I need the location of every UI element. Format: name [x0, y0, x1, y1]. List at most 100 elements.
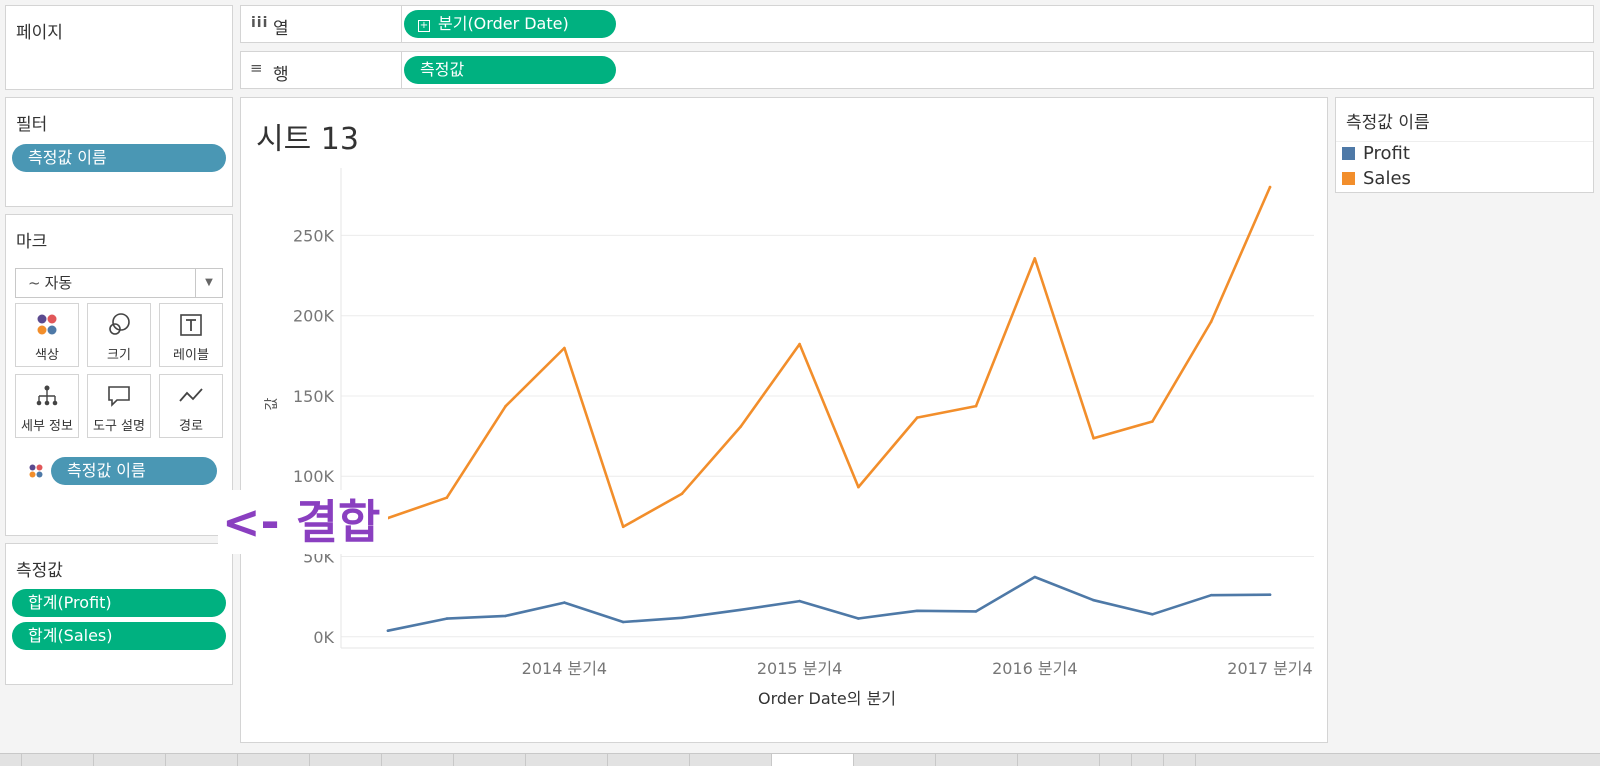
data-point-sales: [1092, 437, 1095, 440]
tooltip-label: 도구 설명: [93, 419, 145, 434]
sheet-tab[interactable]: [310, 754, 382, 766]
label-label: 레이블: [173, 348, 209, 363]
columns-icon: iii: [251, 15, 269, 31]
series-line-sales: [386, 185, 1272, 529]
mark-type-label: 자동: [44, 274, 73, 292]
y-tick-label: 150K: [293, 387, 335, 406]
path-button[interactable]: 경로: [159, 374, 223, 438]
measure-values-title: 측정값: [16, 561, 63, 581]
x-axis-label: Order Date의 분기: [758, 689, 896, 708]
tooltip-button[interactable]: 도구 설명: [87, 374, 151, 438]
sheet-tab[interactable]: [854, 754, 936, 766]
sheet-tab[interactable]: [1164, 754, 1196, 766]
data-point-profit: [1151, 613, 1154, 616]
color-label: 색상: [35, 348, 59, 363]
data-point-sales: [857, 485, 860, 489]
data-point-profit: [798, 599, 801, 603]
data-point-profit: [1092, 598, 1095, 602]
sheet-tab-active[interactable]: [772, 754, 854, 766]
filter-pill[interactable]: 측정값 이름: [12, 144, 226, 172]
color-icon: [16, 312, 78, 342]
measure-pill-profit-label: 합계(Profit): [28, 593, 112, 612]
sheet-tab[interactable]: [454, 754, 526, 766]
shelf-divider: [401, 6, 402, 42]
color-encoding-pill[interactable]: 측정값 이름: [51, 457, 217, 485]
pages-title: 페이지: [16, 23, 63, 43]
columns-shelf[interactable]: iii 열 + 분기(Order Date): [240, 5, 1594, 43]
sheet-tab[interactable]: [22, 754, 94, 766]
sheet-tab[interactable]: [1100, 754, 1132, 766]
data-point-profit: [1033, 575, 1037, 579]
x-tick-label: 2015 분기4: [757, 659, 842, 678]
measure-pill-sales[interactable]: 합계(Sales): [12, 622, 226, 650]
sheet-tab[interactable]: [238, 754, 310, 766]
filters-panel: 필터 측정값 이름: [5, 97, 233, 207]
detail-button[interactable]: 세부 정보: [15, 374, 79, 438]
sheet-tab[interactable]: [94, 754, 166, 766]
color-encoding-icon: [28, 463, 44, 483]
legend-divider: [1336, 141, 1593, 142]
legend-swatch-profit: [1342, 147, 1355, 160]
tooltip-icon: [88, 383, 150, 413]
chevron-down-icon[interactable]: ▼: [195, 269, 222, 297]
chart-title: 시트 13: [256, 122, 359, 157]
data-point-sales: [680, 492, 684, 496]
color-button[interactable]: 색상: [15, 303, 79, 367]
data-point-sales: [504, 404, 507, 408]
y-tick-label: 0K: [313, 628, 334, 647]
legend-title: 측정값 이름: [1346, 113, 1430, 133]
measure-pill-profit[interactable]: 합계(Profit): [12, 589, 226, 617]
sheet-tab[interactable]: [0, 754, 22, 766]
legend-label-sales: Sales: [1363, 168, 1411, 189]
legend-item-profit[interactable]: Profit: [1342, 143, 1410, 164]
rows-pill[interactable]: 측정값: [404, 56, 616, 84]
size-icon: [88, 312, 150, 342]
data-point-sales: [1209, 320, 1213, 323]
sheet-tab[interactable]: [1018, 754, 1100, 766]
data-point-sales: [915, 416, 919, 419]
columns-pill[interactable]: + 분기(Order Date): [404, 10, 616, 38]
rows-pill-label: 측정값: [420, 60, 465, 79]
rows-shelf[interactable]: ≡ 행 측정값: [240, 51, 1594, 89]
x-tick-label: 2016 분기4: [992, 659, 1077, 678]
sheet-tab[interactable]: [936, 754, 1018, 766]
sheet-tab[interactable]: [526, 754, 608, 766]
rows-icon: ≡: [250, 59, 263, 77]
sheet-tab[interactable]: [166, 754, 238, 766]
mark-type-dropdown[interactable]: ~ 자동 ▼: [15, 268, 223, 298]
legend-swatch-sales: [1342, 172, 1355, 185]
measure-values-panel: 측정값 합계(Profit) 합계(Sales): [5, 543, 233, 685]
columns-pill-label: 분기(Order Date): [438, 14, 569, 33]
filter-pill-label: 측정값 이름: [28, 148, 107, 167]
marks-title: 마크: [16, 232, 48, 252]
columns-label: 열: [273, 19, 289, 39]
label-button[interactable]: 레이블: [159, 303, 223, 367]
sheet-tab-strip[interactable]: [0, 753, 1600, 766]
data-point-profit: [974, 610, 978, 613]
data-point-profit: [680, 616, 684, 620]
expand-icon[interactable]: +: [418, 20, 430, 32]
color-encoding-pill-label: 측정값 이름: [67, 461, 146, 480]
data-point-profit: [386, 629, 390, 632]
data-point-sales: [1033, 257, 1037, 260]
sheet-tab[interactable]: [1132, 754, 1164, 766]
legend-item-sales[interactable]: Sales: [1342, 168, 1411, 189]
shelf-divider: [401, 52, 402, 88]
data-point-profit: [1268, 593, 1272, 596]
data-point-sales: [563, 346, 566, 350]
combine-annotation: <- 결합: [218, 490, 389, 554]
size-button[interactable]: 크기: [87, 303, 151, 367]
sheet-tab[interactable]: [608, 754, 690, 766]
sheet-tab[interactable]: [690, 754, 772, 766]
filters-title: 필터: [16, 115, 48, 135]
y-axis-label: 값: [264, 397, 280, 410]
pages-panel: 페이지: [5, 5, 233, 90]
y-tick-label: 100K: [293, 467, 335, 486]
y-tick-label: 200K: [293, 307, 335, 326]
measure-pill-sales-label: 합계(Sales): [28, 626, 113, 645]
x-tick-label: 2014 분기4: [522, 659, 607, 678]
data-point-sales: [621, 525, 625, 529]
path-label: 경로: [179, 419, 203, 434]
sheet-tab[interactable]: [382, 754, 454, 766]
